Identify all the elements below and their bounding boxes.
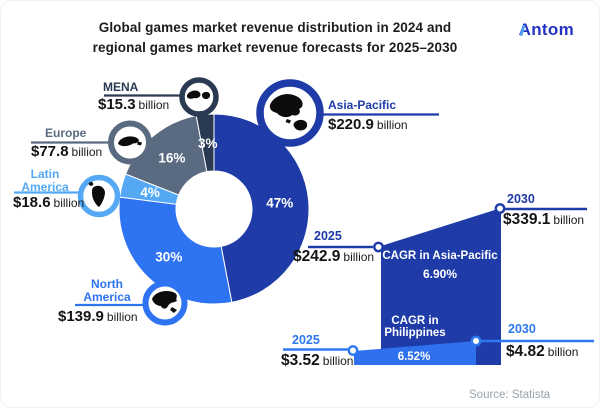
antom-logo-text: Antom [518,20,574,39]
donut-chart: 47% 30% 4% 16% 3% [118,113,310,305]
forecast1-end-amount: $339.1 [503,211,551,228]
source-note: Source: Statista [469,389,551,401]
forecast2-start-year: 2025 [292,333,320,347]
mena-map-icon [179,77,219,117]
north-america-map-icon [142,280,188,326]
donut-slice-percent: 3% [198,136,218,151]
donut-slice-percent: 16% [158,151,185,166]
forecast-markers [283,203,594,356]
forecast1-end-value: $339.1 billion [503,211,584,229]
donut-slice-percent: 30% [155,250,182,265]
europe-value: $77.8 billion [31,143,102,160]
mena-value: $15.3 billion [98,96,169,113]
mena-unit: billion [138,98,170,112]
f1-2025-dot [373,241,384,253]
forecast1-end-unit: billion [553,213,585,227]
asia-pacific-unit: billion [376,118,408,132]
north-america-unit: billion [106,310,138,324]
north-america-label: North America [83,277,131,304]
forecast1-cagr-label: CAGR in Asia-Pacific [382,250,498,262]
mena-label: MENA [103,80,139,94]
forecast2-start-unit: billion [322,354,354,368]
latin-america-unit: billion [53,196,85,210]
chart-title: Global games market revenue distribution… [1,18,549,58]
asia-pacific-value: $220.9 billion [328,116,408,133]
north-america-amount: $139.9 [58,308,104,325]
europe-unit: billion [71,145,103,159]
forecast1-cagr-rate: 6.90% [422,267,458,281]
forecast1-start-year: 2025 [314,229,342,243]
forecast2-cagr-rate: 6.52% [397,351,431,363]
donut-slice-percent: 47% [266,195,293,210]
forecast2-end-year: 2030 [508,322,536,336]
forecast2-end-value: $4.82 billion [506,343,578,361]
asia-pacific-map-icon [256,79,324,147]
forecast1-end-year: 2030 [507,192,535,206]
forecast2-cagr-label: CAGR in Philippines [384,315,446,339]
latin-america-label: Latin America [21,167,69,194]
europe-amount: $77.8 [31,143,69,160]
mena-amount: $15.3 [98,96,136,113]
antom-logo: Antom [519,20,574,40]
latin-america-map-icon [77,174,121,218]
asia-pacific-label: Asia-Pacific [328,98,397,112]
forecast1-start-unit: billion [343,250,375,264]
europe-label: Europe [45,126,87,140]
donut-slice-percent: 4% [140,185,160,200]
chart-title-line1: Global games market revenue distribution… [98,20,452,35]
f2-2030-dot [470,335,482,347]
forecast1-start-value: $242.9 billion [293,248,374,266]
leader-lines [14,94,439,307]
asia-pacific-growth-wedge [381,208,501,365]
f1-2030-dot [494,203,506,214]
f2-2025-dot [347,345,359,356]
latin-america-value: $18.6 billion [13,194,84,211]
forecast2-end-amount: $4.82 [506,343,545,360]
philippines-growth-wedge [354,341,476,365]
forecast2-start-value: $3.52 billion [281,352,353,370]
asia-pacific-amount: $220.9 [328,116,374,133]
latin-america-amount: $18.6 [13,194,51,211]
forecast2-start-amount: $3.52 [281,352,320,369]
forecast1-start-amount: $242.9 [293,248,341,265]
chart-title-line2: regional games market revenue forecasts … [92,40,458,55]
europe-map-icon [108,120,152,165]
north-america-value: $139.9 billion [58,308,138,325]
forecast2-end-unit: billion [547,345,579,359]
